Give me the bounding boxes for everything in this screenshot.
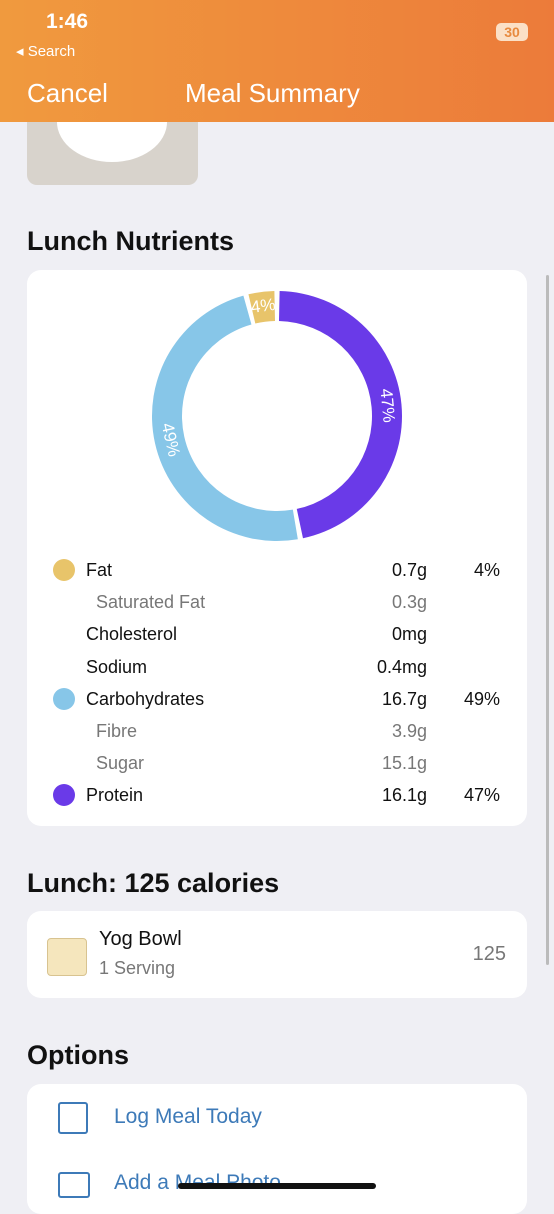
nutrient-amount: 16.1g: [381, 785, 427, 806]
nutrient-amount: 3.9g: [391, 721, 427, 741]
nutrient-amount: 0.7g: [391, 560, 427, 580]
nutrient-name: Carbohydrates: [86, 688, 205, 709]
home-indicator: [178, 1183, 376, 1189]
segment-label: 47%: [376, 388, 398, 424]
nutrient-percent: 4%: [473, 560, 500, 580]
nutrient-amount: 0.4mg: [376, 656, 427, 677]
food-serving: 1 Serving: [99, 958, 176, 978]
legend-dot: [53, 784, 75, 807]
options-card: [27, 1084, 527, 1214]
nutrient-amount: 15.1g: [381, 753, 427, 774]
nutrients-card: [27, 270, 527, 826]
time: 1:46: [46, 10, 89, 33]
legend-dot: [53, 559, 75, 581]
nutrient-name: Saturated Fat: [96, 592, 206, 613]
nutrient-name: Protein: [86, 785, 144, 806]
back-link[interactable]: ◂ Search: [16, 43, 76, 60]
nutrient-name: Fibre: [96, 721, 138, 741]
nav-title: Meal Summary: [185, 78, 360, 108]
food-icon: [47, 938, 87, 976]
nutrient-percent: 49%: [463, 688, 500, 709]
food-calories: 125: [472, 943, 506, 965]
legend-dot: [53, 687, 75, 710]
photo-icon: [58, 1172, 90, 1198]
nutrient-row: Sodium 0.4mg: [0, 652, 554, 682]
nutrient-name: Sodium: [86, 656, 148, 677]
nutrient-row: Fat 0.7g 4%: [0, 555, 554, 585]
scrollbar: [546, 275, 549, 965]
section-title: Lunch: 125 calories: [27, 868, 280, 898]
nutrient-row: Carbohydrates 16.7g 49%: [0, 684, 554, 714]
food-item[interactable]: [27, 911, 527, 998]
nutrient-amount: 16.7g: [381, 688, 427, 709]
nutrient-row: Fibre 3.9g: [0, 716, 554, 746]
option-link[interactable]: Log Meal Today: [114, 1105, 262, 1128]
donut-segment: [151, 295, 298, 541]
segment-label: 4%: [250, 295, 277, 317]
nutrient-amount: 0mg: [391, 624, 427, 645]
nutrient-name: Sugar: [96, 753, 145, 774]
nutrient-row: Sugar 15.1g: [0, 748, 554, 778]
nutrient-row: Protein 16.1g 47%: [0, 780, 554, 810]
battery: 30: [496, 23, 528, 41]
nutrient-name: Cholesterol: [86, 624, 178, 645]
log-icon: [58, 1102, 88, 1134]
cancel-button[interactable]: Cancel: [27, 78, 108, 108]
donut-segment: [248, 291, 276, 324]
nutrient-row: Saturated Fat 0.3g: [0, 587, 554, 617]
donut-segment: [278, 291, 403, 539]
nutrient-row: Cholesterol 0mg: [0, 619, 554, 649]
nutrient-amount: 0.3g: [391, 592, 427, 613]
back-text[interactable]: Search: [27, 43, 76, 60]
header: [0, 0, 554, 122]
section-title: Options: [27, 1040, 129, 1070]
nutrient-name: Fat: [86, 560, 113, 580]
food-name: Yog Bowl: [99, 928, 182, 950]
section-title: Lunch Nutrients: [27, 226, 234, 256]
nutrient-percent: 47%: [463, 785, 500, 806]
meal-photo[interactable]: [27, 122, 198, 185]
donut-chart: 47%49%4%: [151, 291, 403, 541]
